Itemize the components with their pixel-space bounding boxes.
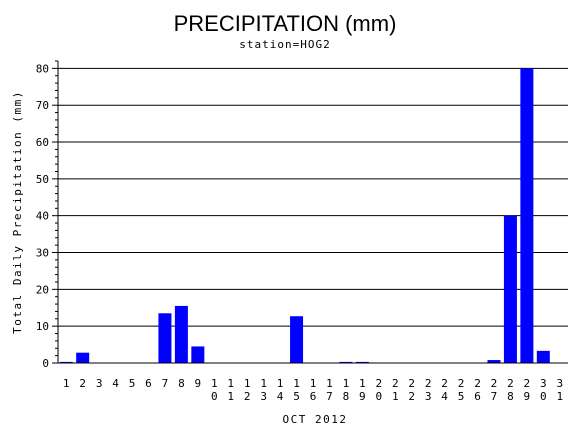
y-tick-label: 20 — [36, 283, 49, 296]
x-tick-label: 5 — [129, 377, 136, 390]
bar-day-9 — [191, 346, 205, 363]
x-tick-labels: 1 2 3 4 5 6 7 8 9 1 01 11 21 31 41 51 61 71 81 92 02 12 22 32 42… — [63, 377, 563, 403]
y-tick-labels: 0 10 20 30 40 50 60 70 80 — [36, 62, 49, 370]
bar-day-29 — [520, 68, 534, 364]
y-axis-label: Total Daily Precipitation (mm) — [11, 90, 24, 334]
chart-subtitle: station=HOG2 — [239, 38, 330, 51]
bar-day-27 — [487, 360, 501, 363]
bar-day-30 — [536, 350, 550, 363]
y-tick-label: 60 — [36, 136, 49, 149]
bar-day-8 — [174, 305, 188, 363]
x-tick-label: 9 — [195, 377, 202, 390]
x-tick-label: 3 — [96, 377, 103, 390]
x-tick-label: 6 — [145, 377, 152, 390]
y-tick-label: 40 — [36, 210, 49, 223]
gridlines — [58, 67, 568, 327]
bar-day-28 — [503, 215, 517, 363]
x-axis-label: OCT 2012 — [283, 413, 348, 426]
bars — [59, 68, 550, 364]
bar-day-2 — [76, 352, 90, 363]
y-tick-label: 80 — [36, 62, 49, 75]
x-tick-label: 4 — [112, 377, 119, 390]
x-tick-label: 8 — [178, 377, 185, 390]
y-tick-label: 10 — [36, 320, 49, 333]
chart-title: PRECIPITATION (mm) — [174, 11, 397, 36]
bar-day-15 — [290, 316, 304, 363]
bar-day-19 — [355, 361, 369, 363]
y-tick-label: 0 — [42, 357, 49, 370]
bar-day-1 — [59, 361, 73, 363]
bar-day-7 — [158, 313, 172, 363]
x-tick-label: 2 — [79, 377, 86, 390]
x-tick-label: 1 — [63, 377, 70, 390]
y-tick-label: 50 — [36, 173, 49, 186]
bar-day-18 — [339, 361, 353, 363]
y-tick-label: 30 — [36, 247, 49, 260]
y-tick-label: 70 — [36, 99, 49, 112]
x-tick-label: 7 — [162, 377, 169, 390]
axes — [52, 60, 568, 364]
